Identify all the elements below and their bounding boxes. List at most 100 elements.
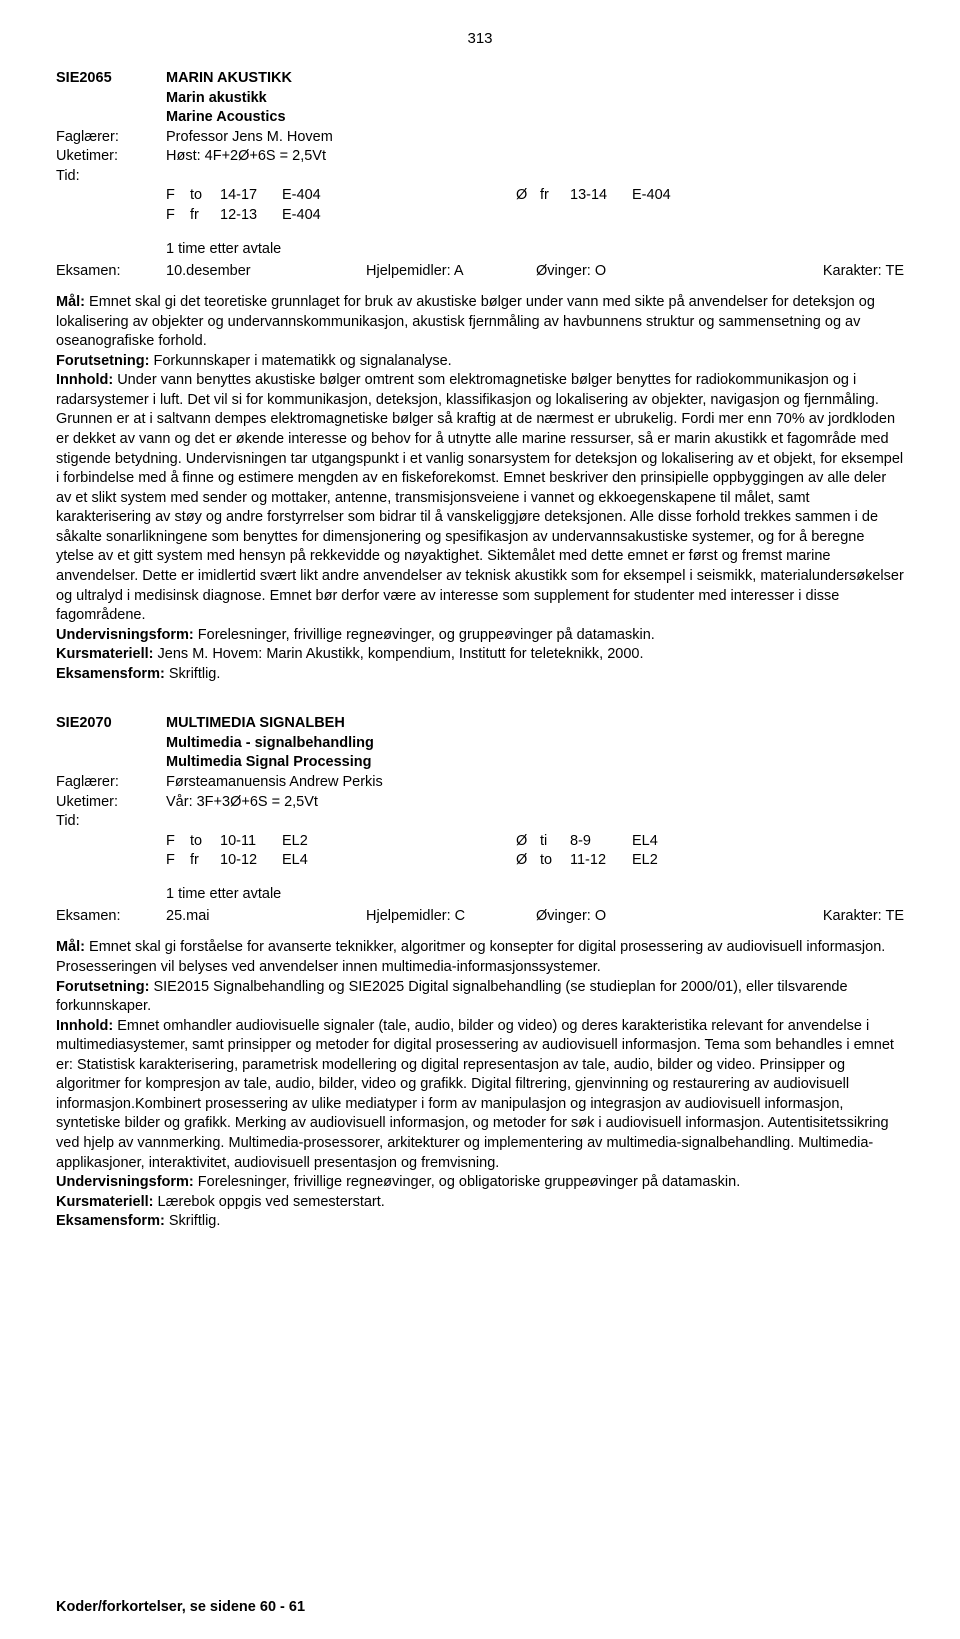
sched-cell: to — [190, 186, 220, 206]
sched-cell: ti — [540, 832, 570, 852]
sched-cell: F — [166, 206, 190, 226]
course-title-no: Marin akustikk — [166, 89, 904, 109]
exam-date: 10.desember — [166, 263, 366, 279]
hjelpemidler-value: A — [454, 263, 464, 279]
faglaerer-row: Faglærer: Professor Jens M. Hovem — [56, 128, 904, 148]
course-body: Mål: Emnet skal gi det teoretiske grunnl… — [56, 293, 904, 684]
sched-cell: 10-12 — [220, 851, 282, 871]
faglaerer-value: Førsteamanuensis Andrew Perkis — [166, 773, 904, 793]
avtale-row: 1 time etter avtale — [56, 240, 904, 260]
undervisningsform-text: Forelesninger, frivillige regneøvinger, … — [194, 1174, 740, 1190]
ovinger-label: Øvinger: — [536, 908, 591, 924]
sched-cell: EL2 — [282, 832, 516, 852]
course-title-caps: MARIN AKUSTIKK — [166, 69, 904, 89]
eksamensform-label: Eksamensform: — [56, 666, 165, 682]
sched-cell: fr — [190, 851, 220, 871]
sched-cell: F — [166, 851, 190, 871]
sched-cell: Ø — [516, 832, 540, 852]
tid-label: Tid: — [56, 812, 166, 832]
sched-cell: to — [540, 851, 570, 871]
ovinger-value: O — [595, 263, 606, 279]
sched-cell: 14-17 — [220, 186, 282, 206]
sched-cell: E-404 — [282, 186, 516, 206]
uketimer-value: Vår: 3F+3Ø+6S = 2,5Vt — [166, 793, 904, 813]
kursmateriell-label: Kursmateriell: — [56, 1194, 154, 1210]
course-title-en-row: Multimedia Signal Processing — [56, 753, 904, 773]
sched-cell: 8-9 — [570, 832, 632, 852]
course-code: SIE2065 — [56, 69, 166, 89]
karakter-value: TE — [885, 263, 904, 279]
course-title-caps: MULTIMEDIA SIGNALBEH — [166, 714, 904, 734]
schedule-row: F fr 10-12 EL4 Ø to 11-12 EL2 — [56, 851, 904, 871]
tid-row: Tid: — [56, 812, 904, 832]
karakter-label: Karakter: — [823, 263, 882, 279]
exam-row: Eksamen: 10.desember Hjelpemidler: A Øvi… — [56, 263, 904, 279]
innhold-text: Emnet omhandler audiovisuelle signaler (… — [56, 1018, 894, 1171]
karakter-value: TE — [885, 908, 904, 924]
kursmateriell-text: Jens M. Hovem: Marin Akustikk, kompendiu… — [154, 646, 644, 662]
faglaerer-row: Faglærer: Førsteamanuensis Andrew Perkis — [56, 773, 904, 793]
forutsetning-label: Forutsetning: — [56, 353, 149, 369]
sched-cell: 12-13 — [220, 206, 282, 226]
eksamen-label: Eksamen: — [56, 263, 166, 279]
sched-cell: F — [166, 186, 190, 206]
sched-cell: E-404 — [282, 206, 516, 226]
eksamensform-label: Eksamensform: — [56, 1213, 165, 1229]
uketimer-row: Uketimer: Vår: 3F+3Ø+6S = 2,5Vt — [56, 793, 904, 813]
forutsetning-text: SIE2015 Signalbehandling og SIE2025 Digi… — [56, 979, 848, 1015]
tid-row: Tid: — [56, 167, 904, 187]
course-title-no: Multimedia - signalbehandling — [166, 734, 904, 754]
page: 313 SIE2065 MARIN AKUSTIKK Marin akustik… — [0, 0, 960, 1639]
exam-date: 25.mai — [166, 908, 366, 924]
sched-cell: Ø — [516, 186, 540, 206]
ovinger-value: O — [595, 908, 606, 924]
hjelpemidler-value: C — [455, 908, 465, 924]
mal-text: Emnet skal gi forståelse for avanserte t… — [56, 939, 885, 975]
hjelpemidler-label: Hjelpemidler: — [366, 908, 451, 924]
course-title-en-row: Marine Acoustics — [56, 108, 904, 128]
undervisningsform-label: Undervisningsform: — [56, 627, 194, 643]
schedule-row: F to 14-17 E-404 Ø fr 13-14 E-404 — [56, 186, 904, 206]
mal-label: Mål: — [56, 294, 85, 310]
course-code: SIE2070 — [56, 714, 166, 734]
ovinger-label: Øvinger: — [536, 263, 591, 279]
innhold-label: Innhold: — [56, 372, 113, 388]
sched-cell: fr — [190, 206, 220, 226]
forutsetning-text: Forkunnskaper i matematikk og signalanal… — [149, 353, 451, 369]
hjelpemidler-label: Hjelpemidler: — [366, 263, 451, 279]
undervisningsform-text: Forelesninger, frivillige regneøvinger, … — [194, 627, 655, 643]
course-block: SIE2070 MULTIMEDIA SIGNALBEH Multimedia … — [56, 714, 904, 1232]
course-code-row: SIE2070 MULTIMEDIA SIGNALBEH — [56, 714, 904, 734]
uketimer-row: Uketimer: Høst: 4F+2Ø+6S = 2,5Vt — [56, 147, 904, 167]
forutsetning-label: Forutsetning: — [56, 979, 149, 995]
course-code-row: SIE2065 MARIN AKUSTIKK — [56, 69, 904, 89]
sched-cell: EL2 — [632, 851, 904, 871]
kursmateriell-text: Lærebok oppgis ved semesterstart. — [154, 1194, 385, 1210]
tid-label: Tid: — [56, 167, 166, 187]
exam-row: Eksamen: 25.mai Hjelpemidler: C Øvinger:… — [56, 908, 904, 924]
sched-cell: 13-14 — [570, 186, 632, 206]
eksamensform-text: Skriftlig. — [165, 1213, 221, 1229]
innhold-text: Under vann benyttes akustiske bølger omt… — [56, 372, 904, 623]
schedule-row: F to 10-11 EL2 Ø ti 8-9 EL4 — [56, 832, 904, 852]
avtale-row: 1 time etter avtale — [56, 885, 904, 905]
kursmateriell-label: Kursmateriell: — [56, 646, 154, 662]
uketimer-label: Uketimer: — [56, 147, 166, 167]
sched-cell: fr — [540, 186, 570, 206]
mal-text: Emnet skal gi det teoretiske grunnlaget … — [56, 294, 875, 349]
sched-cell: 11-12 — [570, 851, 632, 871]
faglaerer-label: Faglærer: — [56, 128, 166, 148]
sched-cell: 10-11 — [220, 832, 282, 852]
page-number: 313 — [56, 30, 904, 47]
faglaerer-value: Professor Jens M. Hovem — [166, 128, 904, 148]
sched-cell: E-404 — [632, 186, 904, 206]
avtale-text: 1 time etter avtale — [166, 885, 904, 905]
undervisningsform-label: Undervisningsform: — [56, 1174, 194, 1190]
course-title-no-row: Marin akustikk — [56, 89, 904, 109]
sched-cell: Ø — [516, 851, 540, 871]
course-block: SIE2065 MARIN AKUSTIKK Marin akustikk Ma… — [56, 69, 904, 684]
course-body: Mål: Emnet skal gi forståelse for avanse… — [56, 938, 904, 1231]
avtale-text: 1 time etter avtale — [166, 240, 904, 260]
karakter-label: Karakter: — [823, 908, 882, 924]
page-footer: Koder/forkortelser, se sidene 60 - 61 — [56, 1599, 305, 1615]
